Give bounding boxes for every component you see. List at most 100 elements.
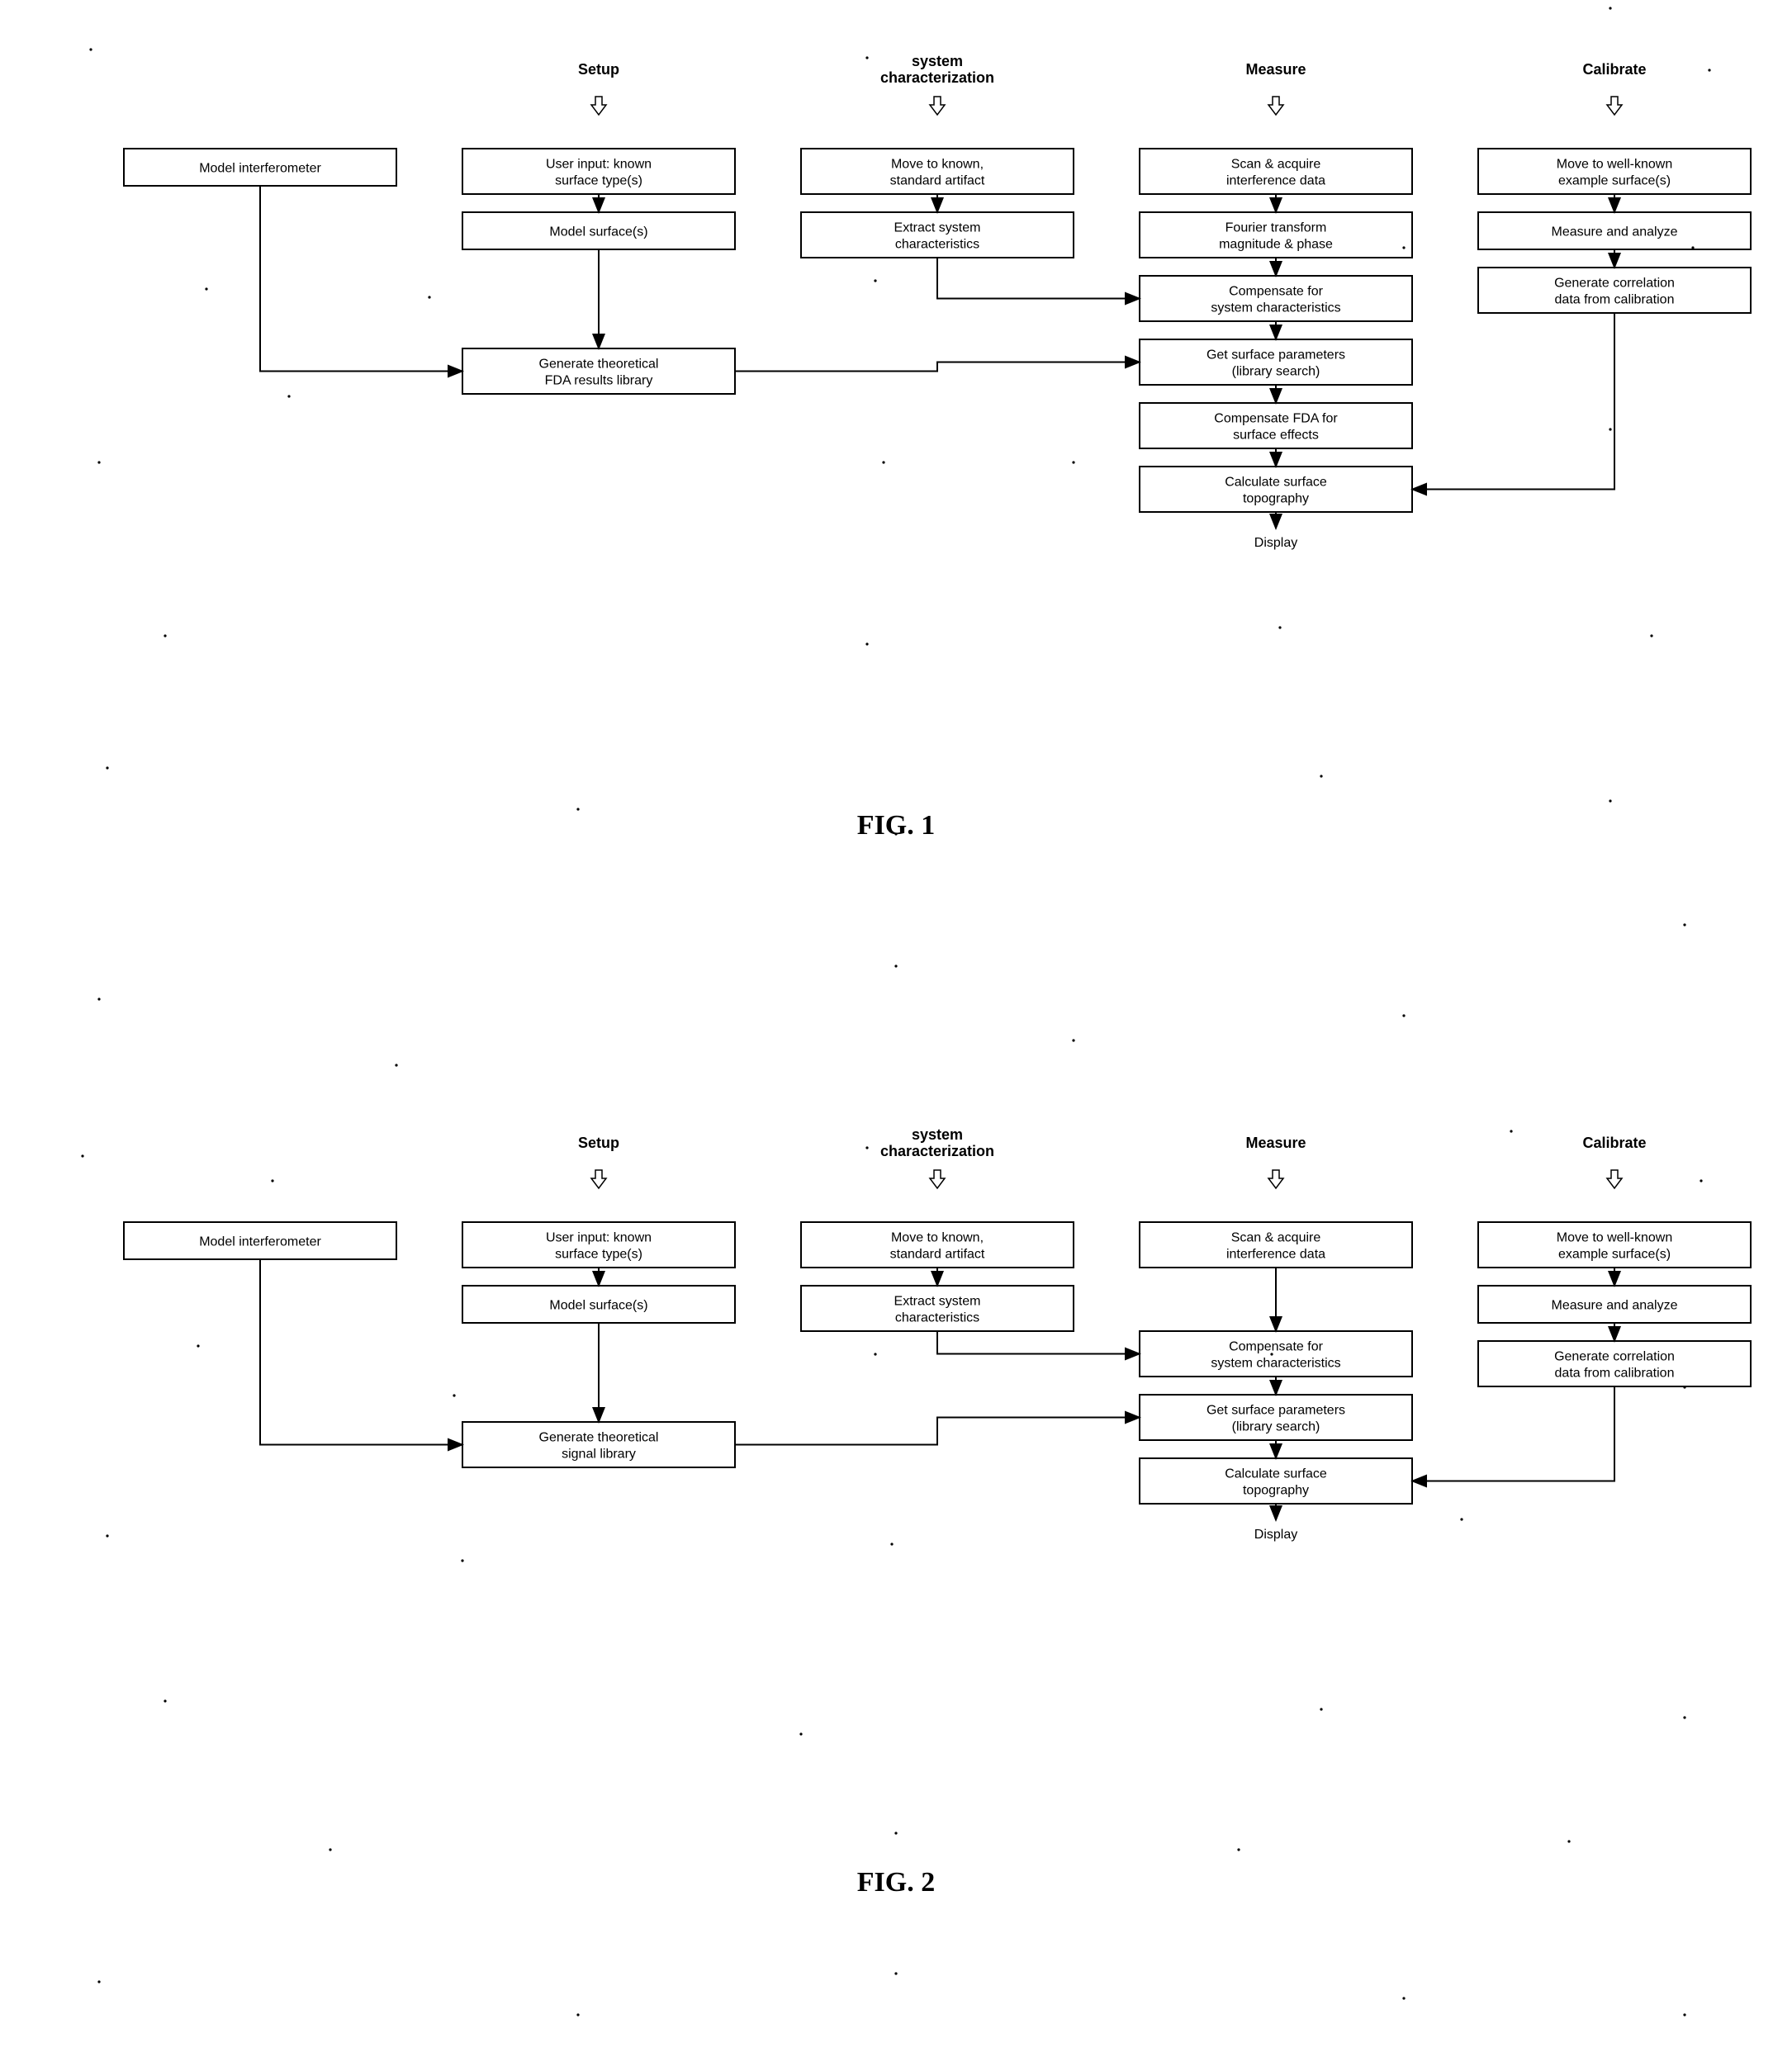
box-calc-topo-label-1: Calculate surface [1225,476,1327,490]
box-extract-sys-label-2: characteristics [895,1311,979,1325]
speck [1270,1353,1273,1355]
header-setup: Setup [578,1135,619,1151]
speck [894,832,897,835]
speck [1320,775,1322,777]
speck [1609,7,1611,9]
box-move-wellknown-label-2: example surface(s) [1558,1248,1671,1262]
arr-corr-to-calc [1412,313,1614,490]
box-user-input-label-2: surface type(s) [555,1248,642,1262]
down-arrow-calibrate [1607,1170,1622,1188]
speck [1510,1130,1512,1132]
box-user-input-label-1: User input: known [546,1231,652,1245]
speck [576,2013,579,2016]
down-arrow-measure [1268,1170,1283,1188]
box-model-interferometer-label: Model interferometer [199,1235,321,1249]
header-sys2: characterization [880,1143,994,1159]
speck [894,964,897,967]
speck [1609,799,1611,802]
box-move-standard-label-1: Move to known, [891,1231,984,1245]
header-sys2: characterization [880,69,994,86]
speck [164,1699,166,1702]
speck [287,395,290,397]
box-comp-fda-label-1: Compensate FDA for [1214,412,1338,426]
box-library-label-1: Generate theoretical [539,358,659,372]
down-arrow-setup [591,1170,606,1188]
speck [1708,69,1710,71]
speck [874,1353,876,1355]
box-comp-fda-label-2: surface effects [1233,429,1319,443]
box-gen-correlation-label-2: data from calibration [1555,1367,1675,1381]
speck [1683,1386,1685,1388]
speck [1237,1848,1240,1851]
speck [890,1543,893,1545]
box-gen-correlation-label-2: data from calibration [1555,293,1675,307]
down-arrow-setup [591,97,606,115]
box-get-params-label-2: (library search) [1232,1420,1320,1434]
speck [1609,428,1611,430]
box-library-label-2: FDA results library [545,374,653,388]
arr-corr-to-calc [1412,1386,1614,1481]
speck [1700,1179,1702,1182]
header-sys1: system [912,53,963,69]
box-calc-topo-label-1: Calculate surface [1225,1467,1327,1481]
box-move-standard-label-2: standard artifact [890,174,985,188]
speck [453,1394,455,1396]
box-move-standard-label-2: standard artifact [890,1248,985,1262]
speck [395,1064,397,1066]
speck [1072,1039,1074,1041]
box-scan-label-1: Scan & acquire [1231,1231,1321,1245]
label-display: Display [1254,536,1297,550]
speck [1072,461,1074,463]
speck [1691,246,1694,249]
speck [1402,1997,1405,1999]
box-fourier-label-1: Fourier transform [1225,221,1327,235]
speck [865,56,868,59]
speck [428,296,430,298]
box-scan-label-1: Scan & acquire [1231,158,1321,172]
box-extract-sys-label-2: characteristics [895,238,979,252]
box-measure-analyze-label: Measure and analyze [1552,225,1678,239]
speck [97,1980,100,1983]
speck [865,642,868,645]
speck [1650,634,1652,637]
arr-extract-to-compsys [937,1331,1140,1354]
box-get-params-label-2: (library search) [1232,365,1320,379]
arr-modelif-to-lib [260,186,462,372]
box-scan-label-2: interference data [1226,174,1325,188]
down-arrow-calibrate [1607,97,1622,115]
speck [205,287,207,290]
figure-caption: FIG. 1 [857,810,935,841]
box-move-wellknown-label-1: Move to well-known [1557,1231,1673,1245]
speck [865,1146,868,1149]
speck [197,1344,199,1347]
header-measure: Measure [1245,61,1306,78]
box-move-standard-label-1: Move to known, [891,158,984,172]
speck [1278,626,1281,628]
speck [461,1559,463,1562]
box-comp-sys-label-1: Compensate for [1229,1340,1324,1354]
box-calc-topo-label-2: topography [1243,492,1309,506]
box-comp-sys-label-2: system characteristics [1211,1357,1340,1371]
box-user-input-label-1: User input: known [546,158,652,172]
box-extract-sys-label-1: Extract system [894,1295,981,1309]
speck [97,461,100,463]
speck [882,461,884,463]
box-move-wellknown-label-1: Move to well-known [1557,158,1673,172]
speck [89,48,92,50]
header-calibrate: Calibrate [1582,61,1646,78]
box-library-label-2: signal library [562,1448,636,1462]
figure-caption: FIG. 2 [857,1867,935,1898]
speck [1683,923,1685,926]
arr-lib-to-getparam [735,1418,1140,1445]
speck [1567,1840,1570,1842]
speck [164,634,166,637]
speck [329,1848,331,1851]
box-gen-correlation-label-1: Generate correlation [1554,277,1675,291]
speck [894,1972,897,1974]
speck [1402,246,1405,249]
box-get-params-label-1: Get surface parameters [1207,1404,1345,1418]
box-scan-label-2: interference data [1226,1248,1325,1262]
label-display: Display [1254,1528,1297,1542]
box-comp-sys-label-2: system characteristics [1211,301,1340,315]
header-setup: Setup [578,61,619,78]
